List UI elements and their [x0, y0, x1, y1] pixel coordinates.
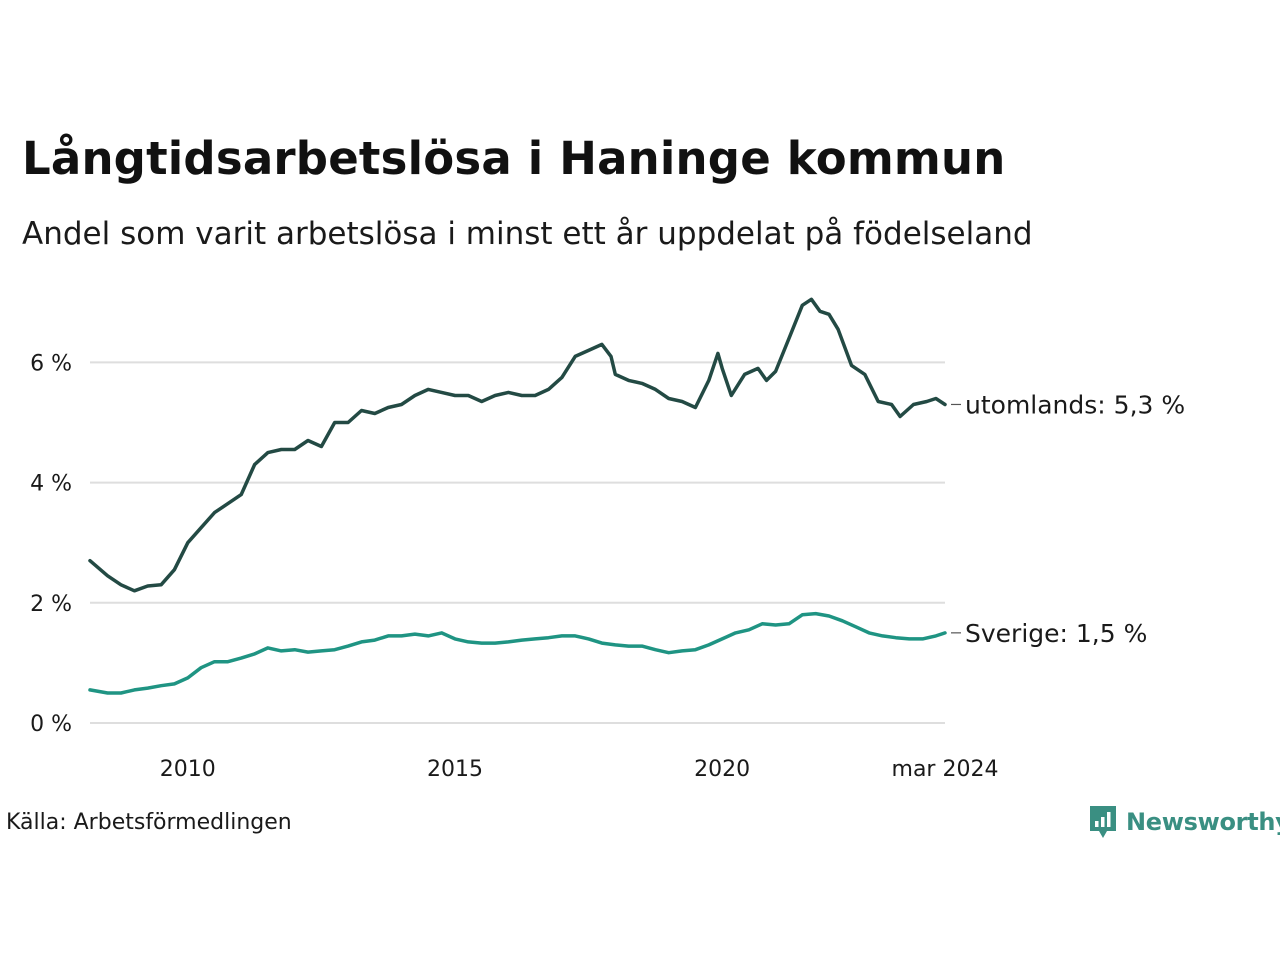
newsworthy-logo-text: Newsworthy — [1126, 808, 1280, 836]
x-tick-label-2020: 2020 — [694, 757, 750, 782]
y-tick-label-6: 6 % — [30, 351, 72, 376]
x-tick-label-2010: 2010 — [160, 757, 216, 782]
source-note: Källa: Arbetsförmedlingen — [6, 810, 292, 835]
end-label-sverige: Sverige: 1,5 % — [965, 619, 1147, 648]
x-tick-label-2015: 2015 — [427, 757, 483, 782]
series-line-sverige — [88, 611, 947, 695]
y-tick-label-4: 4 % — [30, 472, 72, 497]
newsworthy-logo-icon — [1090, 806, 1116, 838]
line-chart: 0 % 2 % 4 % 6 % 2010 2015 2020 mar 2024 utomland… — [30, 297, 1185, 782]
chart-subtitle: Andel som varit arbetslösa i minst ett å… — [22, 216, 1033, 252]
series-line-utomlands — [88, 297, 947, 593]
gridlines — [90, 361, 945, 724]
x-tick-label-mar-2024: mar 2024 — [892, 757, 999, 782]
y-tick-label-0: 0 % — [30, 712, 72, 737]
end-label-utomlands: utomlands: 5,3 % — [965, 390, 1185, 419]
y-tick-label-2: 2 % — [30, 592, 72, 617]
chart-title: Långtidsarbetslösa i Haninge kommun — [22, 132, 1006, 185]
series-lines — [88, 297, 947, 695]
axis-labels: 0 % 2 % 4 % 6 % 2010 2015 2020 mar 2024 utomland… — [30, 351, 1185, 782]
newsworthy-logo: Newsworthy — [1088, 804, 1280, 840]
